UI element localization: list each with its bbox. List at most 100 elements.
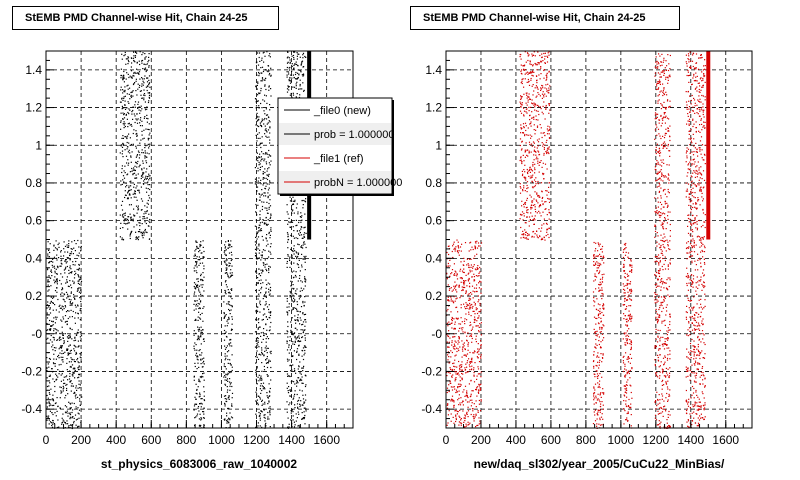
data-point [148,82,151,84]
data-point [77,239,79,242]
data-point [536,230,538,232]
data-point [303,407,305,409]
data-point [540,73,542,75]
data-point [466,285,468,287]
data-point [80,280,83,282]
data-point [69,350,71,352]
data-point [194,300,196,302]
data-point [224,353,226,355]
data-point [538,113,540,116]
data-point [447,359,449,361]
data-point [80,295,82,298]
data-point [470,306,472,308]
data-point [270,229,272,231]
data-point [594,264,596,266]
data-point [603,325,605,327]
data-point [268,162,270,164]
data-point [132,174,134,176]
data-point [261,255,263,257]
data-point [255,257,257,260]
data-point [525,237,527,239]
data-point [535,119,537,121]
data-point [548,191,550,193]
data-point [603,392,605,394]
data-point [520,226,522,229]
data-point [201,333,204,335]
data-point [623,394,625,396]
data-point [458,330,460,332]
data-point [124,86,126,88]
data-point [59,352,61,354]
data-point [65,259,67,261]
data-point [461,366,463,368]
data-point [261,221,263,223]
data-point [73,417,75,419]
data-point [301,88,303,90]
data-point [294,73,297,76]
data-point [286,88,289,90]
data-point [459,404,462,406]
data-point [537,88,539,90]
data-point [600,264,602,266]
data-point [454,321,456,323]
data-point [227,362,229,364]
data-point [60,283,62,285]
data-point [259,144,261,146]
data-point [265,128,267,130]
data-point [470,413,472,416]
data-point [459,376,461,378]
data-point [523,86,525,88]
data-point [476,267,478,269]
data-point [197,259,199,261]
data-point [293,297,295,299]
data-point [51,264,53,266]
data-point [264,414,266,416]
data-point [547,56,549,58]
data-point [599,281,601,283]
data-point [258,395,260,397]
data-point [603,307,605,309]
data-point [602,324,604,326]
data-point [298,73,300,75]
data-point [469,302,471,305]
data-point [294,337,296,339]
data-point [265,338,267,340]
data-point [229,389,231,391]
data-point [124,212,126,214]
data-point [136,132,138,135]
data-point [225,376,227,378]
data-point [462,331,464,333]
data-point [287,390,289,392]
data-point [458,247,460,249]
data-point [262,171,264,173]
data-point [599,284,602,286]
data-point [297,320,299,322]
data-point [301,237,303,239]
data-point [135,147,137,149]
data-point [303,401,305,403]
data-point [193,309,195,311]
data-point [534,150,536,153]
data-point [603,262,605,264]
data-point [259,166,262,168]
data-point [533,179,536,181]
data-point [144,150,146,152]
data-point [288,352,290,354]
data-point [480,281,482,283]
data-point [270,379,272,381]
data-point [298,298,300,300]
data-point [268,268,270,270]
data-point [70,291,72,293]
data-point [302,367,304,369]
data-point [261,193,263,195]
data-point [70,385,72,387]
data-point [268,202,270,205]
data-point [262,386,264,388]
data-point [260,90,262,92]
data-point [121,168,123,170]
data-point [303,411,305,413]
data-point [128,216,130,218]
data-point [450,296,452,298]
data-point [202,279,204,282]
data-point [268,288,270,290]
